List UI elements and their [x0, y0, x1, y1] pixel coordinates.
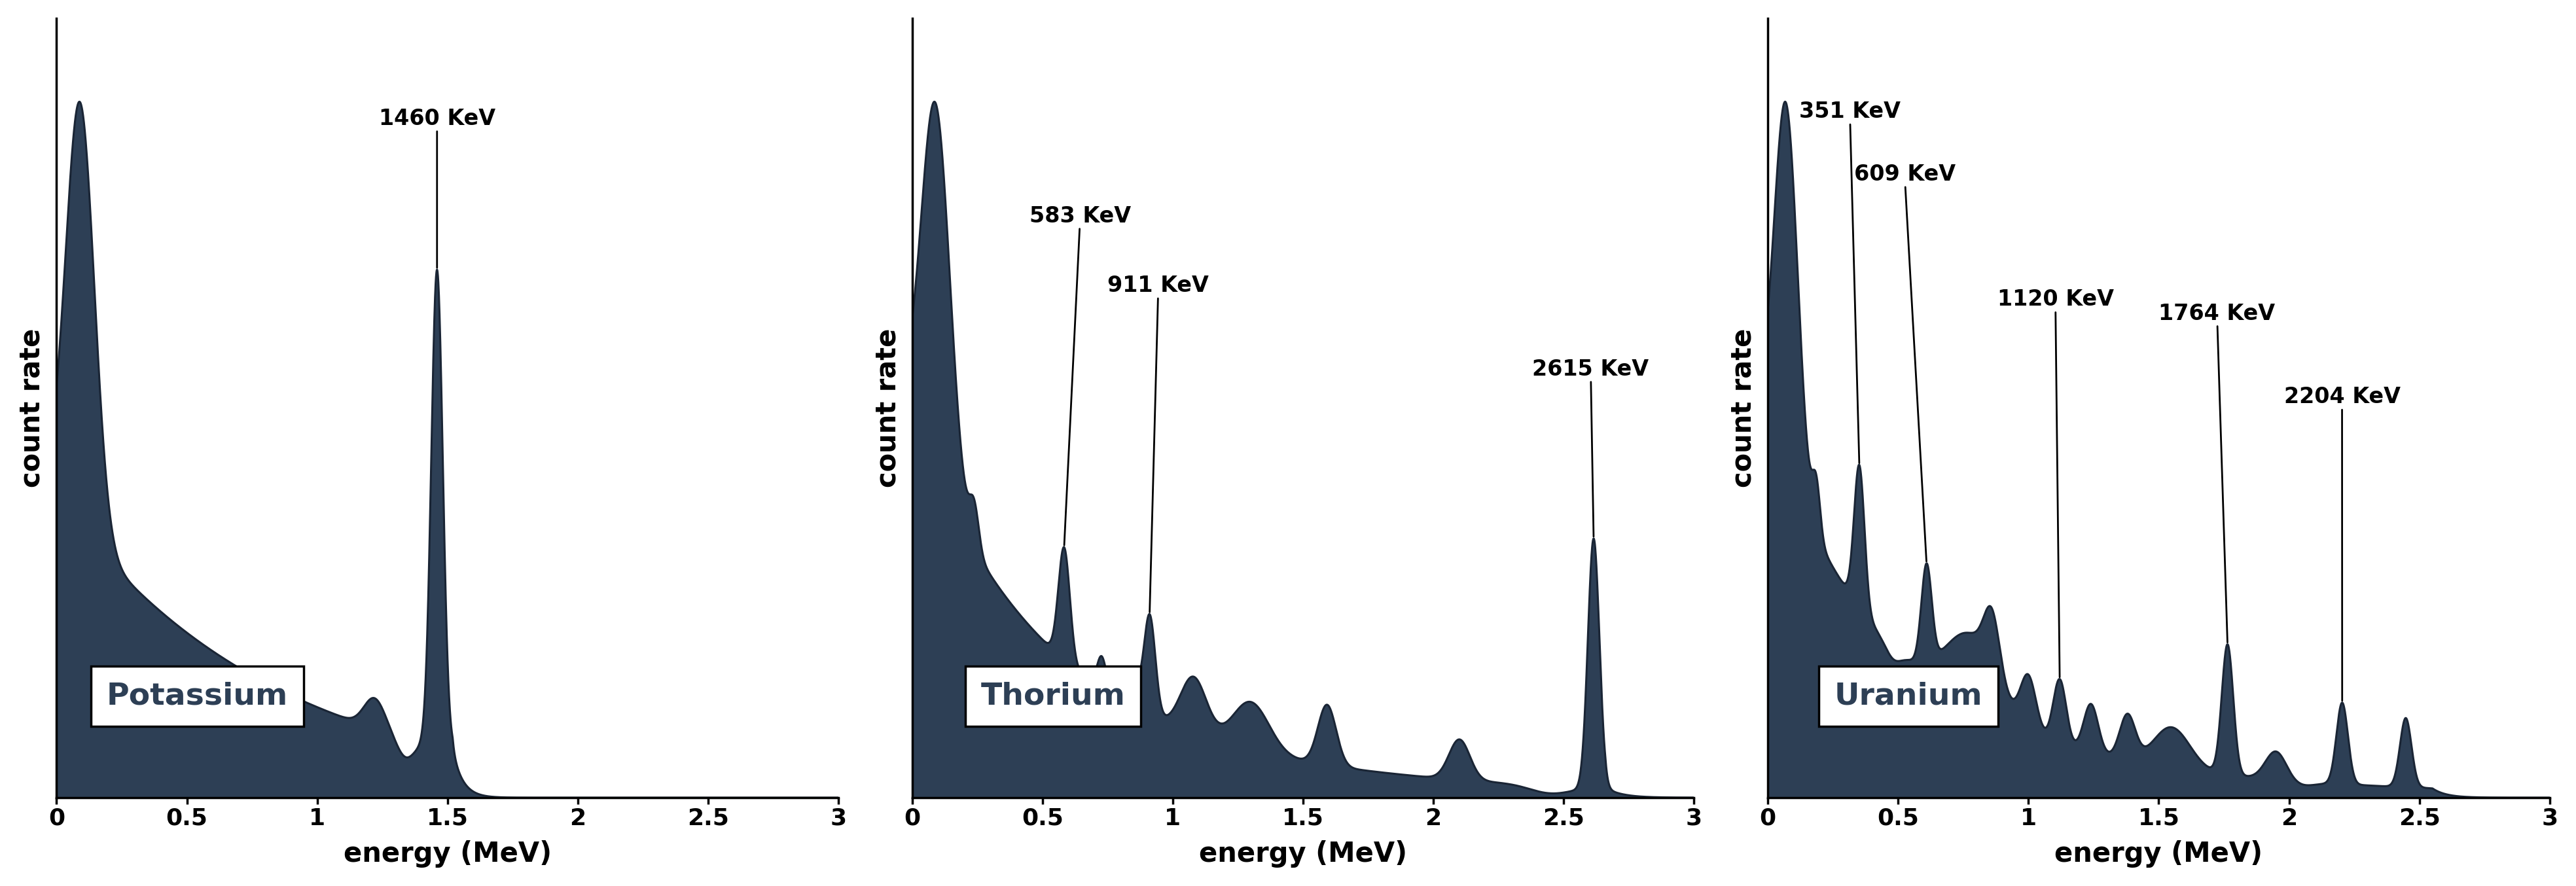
- Y-axis label: count rate: count rate: [18, 329, 46, 487]
- X-axis label: energy (MeV): energy (MeV): [1198, 840, 1406, 867]
- X-axis label: energy (MeV): energy (MeV): [2056, 840, 2262, 867]
- Text: Thorium: Thorium: [981, 681, 1126, 711]
- Text: 2204 KeV: 2204 KeV: [2285, 386, 2401, 701]
- Text: 1460 KeV: 1460 KeV: [379, 108, 495, 268]
- Text: 1120 KeV: 1120 KeV: [1996, 289, 2115, 677]
- Text: Uranium: Uranium: [1834, 681, 1984, 711]
- Text: 1764 KeV: 1764 KeV: [2159, 303, 2275, 642]
- Text: 2615 KeV: 2615 KeV: [1533, 359, 1649, 537]
- Text: 583 KeV: 583 KeV: [1030, 206, 1131, 545]
- Text: 609 KeV: 609 KeV: [1855, 164, 1955, 562]
- Text: 911 KeV: 911 KeV: [1108, 275, 1208, 612]
- Text: 351 KeV: 351 KeV: [1798, 101, 1901, 463]
- Y-axis label: count rate: count rate: [873, 329, 902, 487]
- Y-axis label: count rate: count rate: [1728, 329, 1757, 487]
- X-axis label: energy (MeV): energy (MeV): [343, 840, 551, 867]
- Text: Potassium: Potassium: [106, 681, 289, 711]
